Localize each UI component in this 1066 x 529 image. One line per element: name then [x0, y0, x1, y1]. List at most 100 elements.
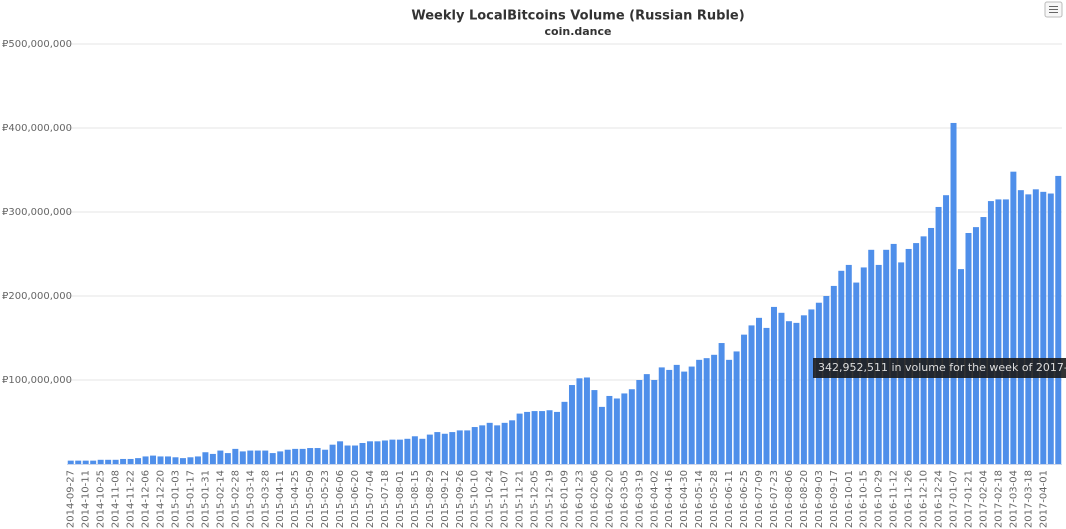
x-tick-label: 2015-05-09	[305, 470, 316, 528]
x-tick-label: 2016-01-23	[574, 470, 585, 528]
bar	[950, 122, 957, 465]
bar	[194, 456, 201, 464]
bar	[531, 411, 538, 464]
bar	[718, 343, 725, 464]
bar	[209, 453, 216, 464]
x-tick-label: 2016-11-12	[889, 470, 900, 528]
bar	[1055, 175, 1062, 464]
x-tick-label: 2017-01-07	[949, 470, 960, 528]
bar	[711, 354, 718, 464]
bar	[1025, 194, 1032, 465]
bar	[800, 315, 807, 464]
bar	[232, 448, 239, 464]
tooltip-text: 342,952,511 in volume for the week of 20…	[818, 361, 1066, 374]
bar	[905, 248, 912, 464]
bar	[1017, 190, 1024, 464]
menu-button[interactable]	[1044, 1, 1063, 18]
x-tick-label: 2015-09-12	[440, 470, 451, 528]
bar	[157, 456, 164, 464]
bar	[374, 441, 381, 464]
bar	[868, 249, 875, 464]
bar	[314, 448, 321, 464]
bar	[688, 366, 695, 464]
bar	[366, 441, 373, 464]
bar	[733, 351, 740, 464]
bar	[471, 427, 478, 464]
bar	[82, 460, 89, 464]
bar	[651, 380, 658, 464]
x-tick-label: 2016-10-29	[874, 470, 885, 528]
x-tick-label: 2015-11-21	[515, 470, 526, 528]
x-tick-label: 2014-12-20	[156, 470, 167, 528]
bar	[598, 406, 605, 464]
bar	[890, 243, 897, 464]
bar	[509, 420, 516, 464]
bar	[269, 453, 276, 464]
bar	[90, 460, 97, 464]
bar	[546, 410, 553, 464]
bar	[142, 456, 149, 464]
bar	[703, 358, 710, 464]
bar	[135, 458, 142, 464]
bar	[643, 374, 650, 464]
x-tick-label: 2016-09-03	[814, 470, 825, 528]
bar	[284, 449, 291, 464]
bar	[673, 364, 680, 464]
bar	[636, 380, 643, 464]
bar	[748, 325, 755, 464]
x-tick-label: 2015-08-15	[410, 470, 421, 528]
x-tick-label: 2015-06-20	[350, 470, 361, 528]
bar	[112, 459, 119, 464]
bar	[426, 434, 433, 464]
bar	[606, 395, 613, 464]
bar	[808, 309, 815, 464]
bar	[1010, 171, 1017, 464]
bar	[568, 385, 575, 464]
x-tick-label: 2017-04-01	[1038, 470, 1049, 528]
x-tick-label: 2016-04-16	[664, 470, 675, 528]
bar	[396, 439, 403, 464]
bar	[576, 378, 583, 464]
bar	[172, 457, 179, 464]
bar	[928, 227, 935, 464]
bar	[763, 327, 770, 464]
bar	[217, 450, 224, 464]
bar	[666, 369, 673, 464]
bar	[516, 413, 523, 464]
x-tick-label: 2015-08-29	[425, 470, 436, 528]
bar	[995, 199, 1002, 464]
bar	[681, 371, 688, 464]
bar	[628, 389, 635, 464]
chart-subtitle: coin.dance	[545, 25, 612, 38]
bar	[224, 453, 231, 464]
x-tick-label: 2015-03-28	[260, 470, 271, 528]
bar	[239, 451, 246, 464]
bar	[658, 367, 665, 464]
bar	[404, 438, 411, 464]
x-tick-label: 2017-02-18	[993, 470, 1004, 528]
bar	[696, 359, 703, 464]
bar	[165, 456, 171, 464]
bar	[741, 334, 748, 464]
bar	[920, 236, 927, 464]
y-tick-label: ₽200,000,000	[2, 291, 72, 302]
x-tick-label: 2015-12-19	[545, 470, 556, 528]
bar	[501, 422, 508, 464]
bar	[97, 459, 104, 464]
bar	[987, 201, 994, 464]
x-tick-label: 2015-02-14	[215, 470, 226, 528]
bar	[381, 440, 388, 464]
bar	[539, 411, 546, 464]
bar	[449, 432, 456, 464]
bar	[389, 439, 396, 464]
bar	[494, 425, 501, 464]
bar	[1047, 193, 1054, 464]
x-tick-label: 2015-04-11	[275, 470, 286, 528]
x-tick-label: 2015-10-24	[485, 470, 496, 528]
bar	[120, 458, 127, 464]
bar	[352, 445, 359, 464]
bar	[67, 460, 74, 464]
chart-title: Weekly LocalBitcoins Volume (Russian Rub…	[411, 9, 744, 24]
bar	[561, 401, 568, 464]
